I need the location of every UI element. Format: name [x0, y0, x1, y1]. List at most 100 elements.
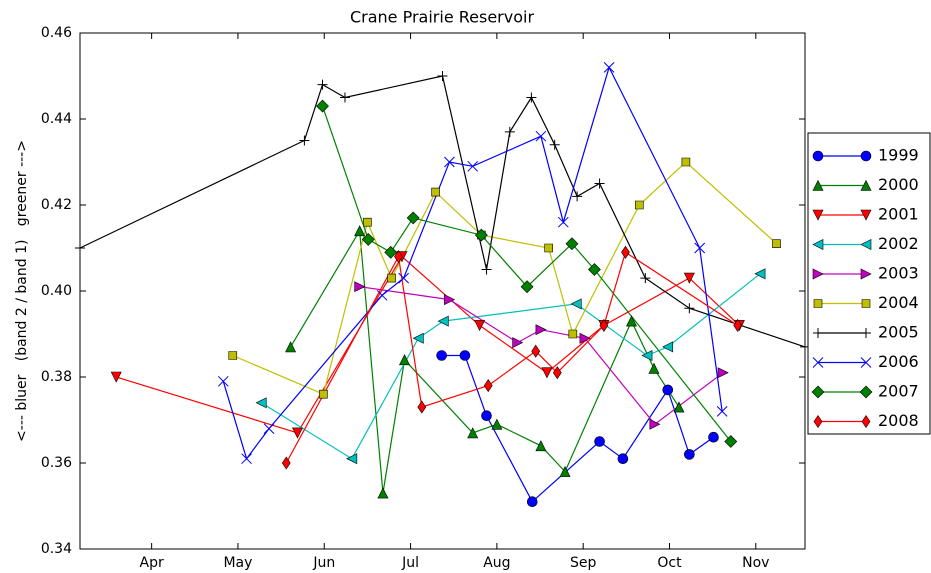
marker: [708, 431, 719, 443]
marker: [526, 92, 537, 103]
marker: [599, 318, 609, 332]
marker: [552, 366, 562, 380]
legend-label: 2005: [878, 323, 919, 342]
legend-label: 2002: [878, 234, 919, 253]
marker: [444, 156, 455, 168]
y-tick-label: 0.44: [41, 111, 72, 127]
marker: [531, 344, 541, 358]
marker: [694, 242, 706, 254]
marker: [412, 332, 424, 344]
y-axis-label: <--- bluer (band 2 / band 1) greener ---…: [14, 140, 30, 442]
marker: [626, 315, 638, 327]
chart-title: Crane Prairie Reservoir: [350, 8, 534, 27]
legend-label: 2006: [878, 352, 919, 371]
marker: [733, 318, 743, 332]
marker: [812, 150, 824, 162]
marker: [406, 211, 420, 225]
x-tick-label: Nov: [742, 555, 769, 571]
marker: [228, 351, 238, 360]
marker: [662, 341, 674, 353]
marker: [648, 362, 660, 374]
series-line: [222, 65, 723, 461]
marker: [354, 225, 366, 237]
marker: [634, 200, 644, 210]
y-tick-label: 0.42: [41, 197, 72, 213]
marker: [436, 350, 447, 361]
marker: [394, 250, 403, 264]
y-tick-label: 0.36: [41, 455, 72, 471]
marker: [811, 385, 825, 399]
marker: [512, 337, 524, 349]
marker: [813, 299, 823, 308]
x-tick-label: Jun: [312, 555, 335, 571]
marker: [549, 139, 560, 150]
marker: [110, 371, 122, 383]
marker: [681, 157, 691, 167]
marker: [285, 341, 297, 353]
y-tick-label: 0.40: [41, 283, 72, 299]
x-tick-label: Oct: [657, 555, 682, 571]
legend-label: 1999: [878, 146, 919, 165]
marker: [292, 427, 303, 439]
x-tick-label: May: [223, 555, 252, 571]
marker: [812, 239, 824, 250]
marker: [241, 453, 252, 465]
marker: [526, 496, 538, 507]
marker: [662, 384, 674, 396]
marker: [860, 179, 872, 191]
y-tick-label: 0.38: [41, 369, 72, 385]
marker: [861, 299, 871, 308]
marker: [860, 357, 872, 368]
marker: [417, 400, 427, 414]
marker: [813, 414, 823, 429]
marker: [319, 389, 328, 399]
marker: [861, 328, 871, 338]
marker: [437, 315, 449, 327]
y-tick-label: 0.46: [41, 25, 72, 41]
marker: [217, 375, 229, 387]
marker: [255, 397, 267, 409]
legend-label: 2007: [878, 382, 919, 401]
marker: [683, 272, 695, 284]
marker: [621, 245, 630, 259]
marker: [474, 228, 488, 242]
x-tick-label: Apr: [140, 555, 164, 571]
marker: [467, 427, 479, 439]
marker: [481, 264, 492, 275]
marker: [684, 449, 695, 460]
x-tick-label: Sep: [570, 555, 597, 571]
marker: [483, 379, 493, 393]
marker: [813, 328, 823, 338]
marker: [481, 410, 492, 421]
marker: [317, 79, 328, 90]
marker: [570, 298, 582, 310]
y-tick-label: 0.34: [41, 541, 72, 557]
marker: [354, 281, 366, 293]
marker: [579, 332, 591, 344]
marker: [812, 209, 824, 221]
marker: [559, 465, 571, 477]
marker: [431, 187, 440, 197]
series-line: [116, 255, 740, 434]
marker: [541, 367, 553, 379]
series-line: [79, 75, 806, 348]
marker: [299, 135, 310, 146]
marker: [673, 401, 685, 413]
marker: [467, 160, 479, 172]
marker: [860, 209, 872, 221]
legend-label: 2000: [878, 175, 919, 194]
marker: [281, 456, 291, 470]
marker: [724, 435, 738, 448]
legend-box: [807, 132, 931, 435]
marker: [649, 418, 661, 430]
marker: [339, 92, 350, 103]
marker: [346, 453, 358, 465]
marker: [504, 126, 515, 137]
marker: [437, 71, 448, 81]
marker: [387, 273, 396, 283]
marker: [491, 418, 503, 430]
marker: [557, 216, 569, 228]
marker: [861, 414, 871, 429]
marker: [594, 178, 605, 189]
